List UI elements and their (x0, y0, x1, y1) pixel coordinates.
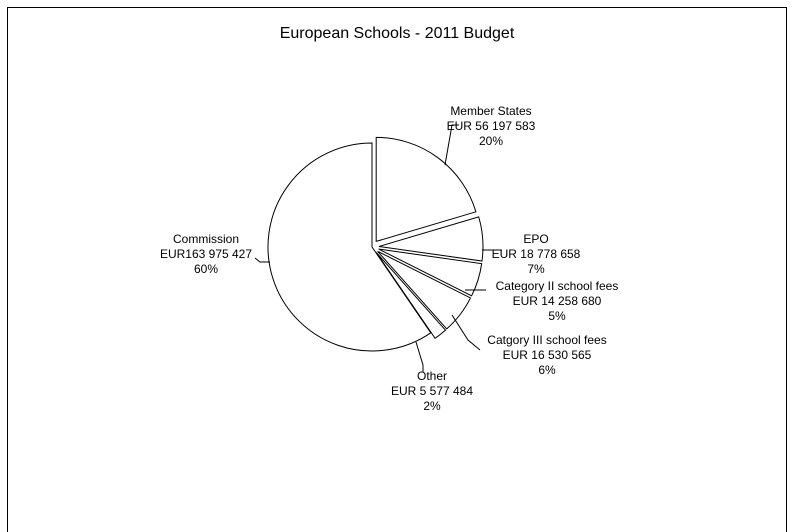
pie-slice-epo (378, 216, 484, 262)
chart-frame (7, 7, 787, 532)
leader-line (444, 124, 459, 166)
pie-slice-catgory-iii-school-fees (377, 250, 472, 330)
slice-label: Member States EUR 56 197 583 20% (447, 104, 536, 148)
slice-label: Other EUR 5 577 484 2% (391, 369, 473, 413)
pie-slice-member-states (375, 136, 477, 243)
leader-line (254, 257, 270, 263)
slice-label: Commission EUR163 975 427 60% (160, 232, 252, 276)
pie-slice-other (375, 252, 447, 340)
slice-label: Category II school fees EUR 14 258 680 5% (496, 279, 619, 323)
leader-line (415, 341, 424, 372)
pie-slice-commission (267, 142, 432, 352)
chart-title: European Schools - 2011 Budget (279, 25, 515, 42)
slice-label: EPO EUR 18 778 658 7% (492, 232, 581, 276)
slice-label: Catgory III school fees EUR 16 530 565 6% (487, 333, 606, 377)
leader-line (451, 314, 481, 351)
pie-slice-category-ii-school-fees (378, 248, 483, 297)
